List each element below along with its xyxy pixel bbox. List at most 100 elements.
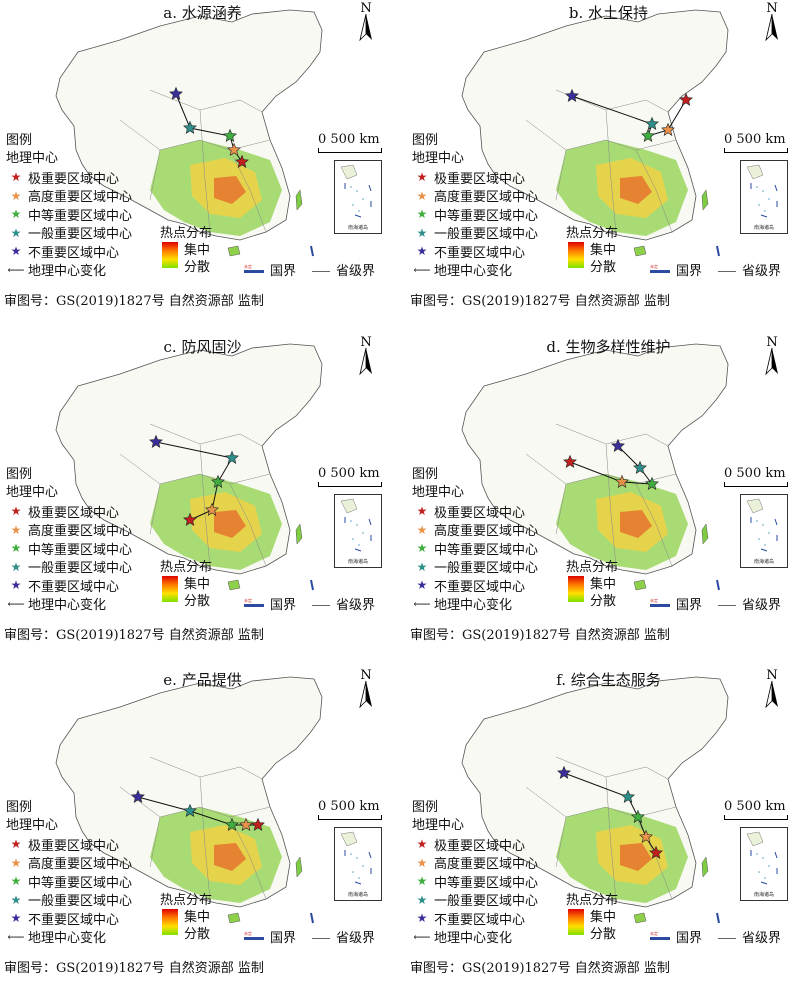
nine-dash-hint [310,912,314,924]
legend-heading: 图例 地理中心 [6,466,58,502]
hotspot-gradient [568,909,584,935]
legend-row-high: ★ 高度重要区域中心 [412,854,538,873]
legend-heading: 图例 地理中心 [6,132,58,168]
green-centroid-star-icon [211,474,225,488]
hotspot-peak [214,510,246,538]
legend-row-general: ★ 一般重要区域中心 [412,558,538,577]
hotspot-peak [620,176,652,204]
centroid-markers [563,438,659,490]
national-boundary-symbol: 未定 [650,598,670,607]
teal-star-icon: ★ [416,559,428,574]
china-map [461,9,729,257]
provincial-boundary-label: 省级界 [742,264,782,279]
legend-row-extreme: ★ 极重要区域中心 [412,835,538,854]
purple-star-icon: ★ [10,578,22,593]
boundary-legend: 未定 国界 省级界 [244,260,375,279]
hotspot-low: 分散 [184,260,211,275]
inset-map-icon [746,498,778,552]
taiwan [701,523,709,545]
legend-subtitle: 地理中心 [6,485,59,500]
scale-bar: 0 500 km [318,799,382,820]
hotspot-low: 分散 [184,927,211,942]
review-number: 审图号：GS(2019)1827号 自然资源部 监制 [4,628,264,643]
provincial-boundaries [119,423,271,567]
legend-heading: 图例 地理中心 [6,799,58,835]
legend-row-general: ★ 一般重要区域中心 [6,558,132,577]
red-star-icon: ★ [416,837,428,852]
hotspot-low: 分散 [184,594,211,609]
national-boundary-symbol: 未定 [650,931,670,940]
legend-subtitle: 地理中心 [412,818,465,833]
inset-map-icon [340,164,372,218]
inset-map-icon [746,831,778,885]
national-boundary-label: 国界 [676,264,703,279]
hotspot-peak [214,176,246,204]
south-china-sea-inset: 南海诸岛 [334,160,382,234]
inset-caption: 南海诸岛 [347,559,368,565]
review-number: 审图号：GS(2019)1827号 自然资源部 监制 [4,961,264,976]
orange-centroid-star-icon [239,817,253,831]
legend-row-medium: ★ 中等重要区域中心 [412,205,538,224]
legend-row-high: ★ 高度重要区域中心 [412,187,538,206]
legend-row-medium: ★ 中等重要区域中心 [6,205,132,224]
legend-row-medium: ★ 中等重要区域中心 [412,539,538,558]
green-centroid-star-icon [223,128,237,142]
review-number: 审图号：GS(2019)1827号 自然资源部 监制 [410,628,670,643]
taiwan [701,856,709,878]
boundary-legend: 未定 国界 省级界 [244,927,375,946]
arrow-line-icon: ⟵ [413,596,431,611]
china-map [55,676,323,924]
hainan [227,245,241,257]
south-china-sea-inset: 南海诸岛 [740,160,788,234]
purple-centroid-star-icon [557,765,571,779]
legend-row-unimportant: ★ 不重要区域中心 [412,242,538,261]
centroid-markers [169,86,249,168]
legend-heading: 图例 地理中心 [412,132,464,168]
red-star-icon: ★ [10,504,22,519]
arrow-line-icon: ⟵ [413,262,431,277]
provincial-boundaries [525,89,677,233]
taiwan [295,523,303,545]
teal-centroid-star-icon [621,789,635,803]
teal-centroid-star-icon [633,460,647,474]
provincial-boundary-label: 省级界 [742,931,782,946]
hotspot-high: 集中 [590,910,617,925]
map-panel-c: c. 防风固沙 N 0 500 km 南海诸岛 图例 地理 [0,334,405,667]
panel-title: c. 防风固沙 [163,338,242,356]
hotspot-title: 热点分布 [160,560,213,575]
orange-star-icon: ★ [416,188,428,203]
legend-row-general: ★ 一般重要区域中心 [6,891,132,910]
national-boundary-symbol: 未定 [244,598,264,607]
north-arrow-icon: N [359,335,372,376]
map-panel-b: b. 水土保持 N 0 500 km 南海诸岛 图例 地理 [406,0,811,333]
hotspot-title: 热点分布 [160,893,213,908]
hotspot-high: 集中 [184,577,211,592]
panel-title: e. 产品提供 [163,671,242,689]
boundary-legend: 未定 国界 省级界 [650,594,781,613]
inset-caption: 南海诸岛 [753,892,774,898]
map-panel-a: a. 水源涵养 N 0 500 km 南海诸岛 图例 地理 [0,0,405,333]
orange-centroid-star-icon [205,502,219,516]
legend-subtitle: 地理中心 [412,151,465,166]
provincial-boundary-label: 省级界 [336,264,376,279]
legend-row-high: ★ 高度重要区域中心 [6,521,132,540]
legend-list: ★ 极重要区域中心 ★ 高度重要区域中心 ★ 中等重要区域中心 ★ 一般重要区域中心 ★… [412,168,538,279]
legend-row-change: ⟵ 地理中心变化 [413,596,513,614]
inset-caption: 南海诸岛 [753,225,774,231]
red-star-icon: ★ [10,170,22,185]
nine-dash-hint [716,912,720,924]
hainan [227,912,241,924]
green-star-icon: ★ [10,874,22,889]
hotspot-title: 热点分布 [566,893,619,908]
scale-bar: 0 500 km [724,132,788,153]
south-china-sea-inset: 南海诸岛 [740,827,788,901]
legend-row-extreme: ★ 极重要区域中心 [6,835,132,854]
north-arrow-icon: N [765,335,778,376]
provincial-boundary-label: 省级界 [742,598,782,613]
review-number: 审图号：GS(2019)1827号 自然资源部 监制 [410,961,670,976]
national-boundary-label: 国界 [270,931,297,946]
scale-bar: 0 500 km [724,466,788,487]
centroid-markers [565,88,693,142]
legend-row-general: ★ 一般重要区域中心 [6,224,132,243]
arrow-line-icon: ⟵ [7,929,25,944]
